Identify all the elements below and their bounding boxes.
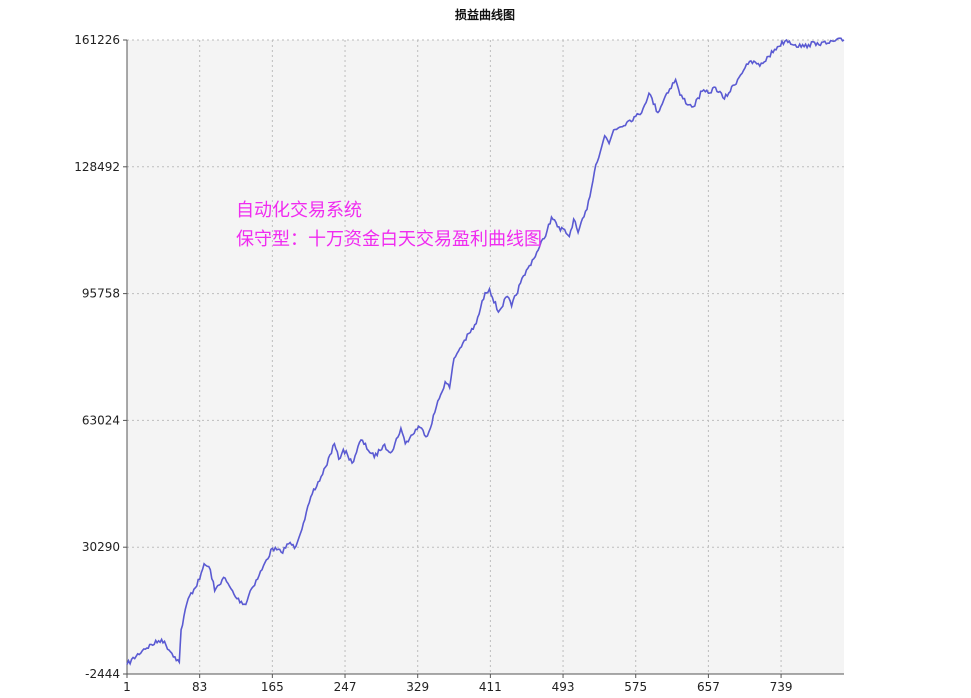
y-tick-label: 30290 bbox=[82, 540, 120, 554]
equity-curve-line bbox=[126, 37, 845, 666]
annotation-system-name: 自动化交易系统 bbox=[236, 200, 362, 221]
x-tick-label: 657 bbox=[697, 680, 720, 694]
y-tick-label: 63024 bbox=[82, 413, 120, 427]
y-tick-label: -2444 bbox=[85, 667, 120, 681]
y-axis: -2444 30290 63024 95758 128492 161226 bbox=[74, 33, 128, 681]
x-tick-label: 739 bbox=[770, 680, 793, 694]
grid-lines bbox=[126, 39, 844, 675]
plot-area bbox=[127, 40, 844, 674]
x-tick-label: 575 bbox=[624, 680, 647, 694]
x-tick-label: 247 bbox=[334, 680, 357, 694]
x-tick-label: 493 bbox=[552, 680, 575, 694]
y-tick-label: 128492 bbox=[74, 160, 120, 174]
x-tick-label: 83 bbox=[192, 680, 207, 694]
y-tick-label: 161226 bbox=[74, 33, 120, 47]
chart-title: 损益曲线图 bbox=[455, 7, 515, 22]
annotation-description: 保守型：十万资金白天交易盈利曲线图 bbox=[236, 229, 542, 250]
x-tick-label: 1 bbox=[123, 680, 131, 694]
y-tick-label: 95758 bbox=[82, 287, 120, 301]
x-tick-label: 411 bbox=[479, 680, 502, 694]
x-tick-label: 329 bbox=[406, 680, 429, 694]
x-tick-label: 165 bbox=[261, 680, 284, 694]
x-axis: 1 83 165 247 329 411 493 575 657 739 bbox=[123, 673, 844, 694]
